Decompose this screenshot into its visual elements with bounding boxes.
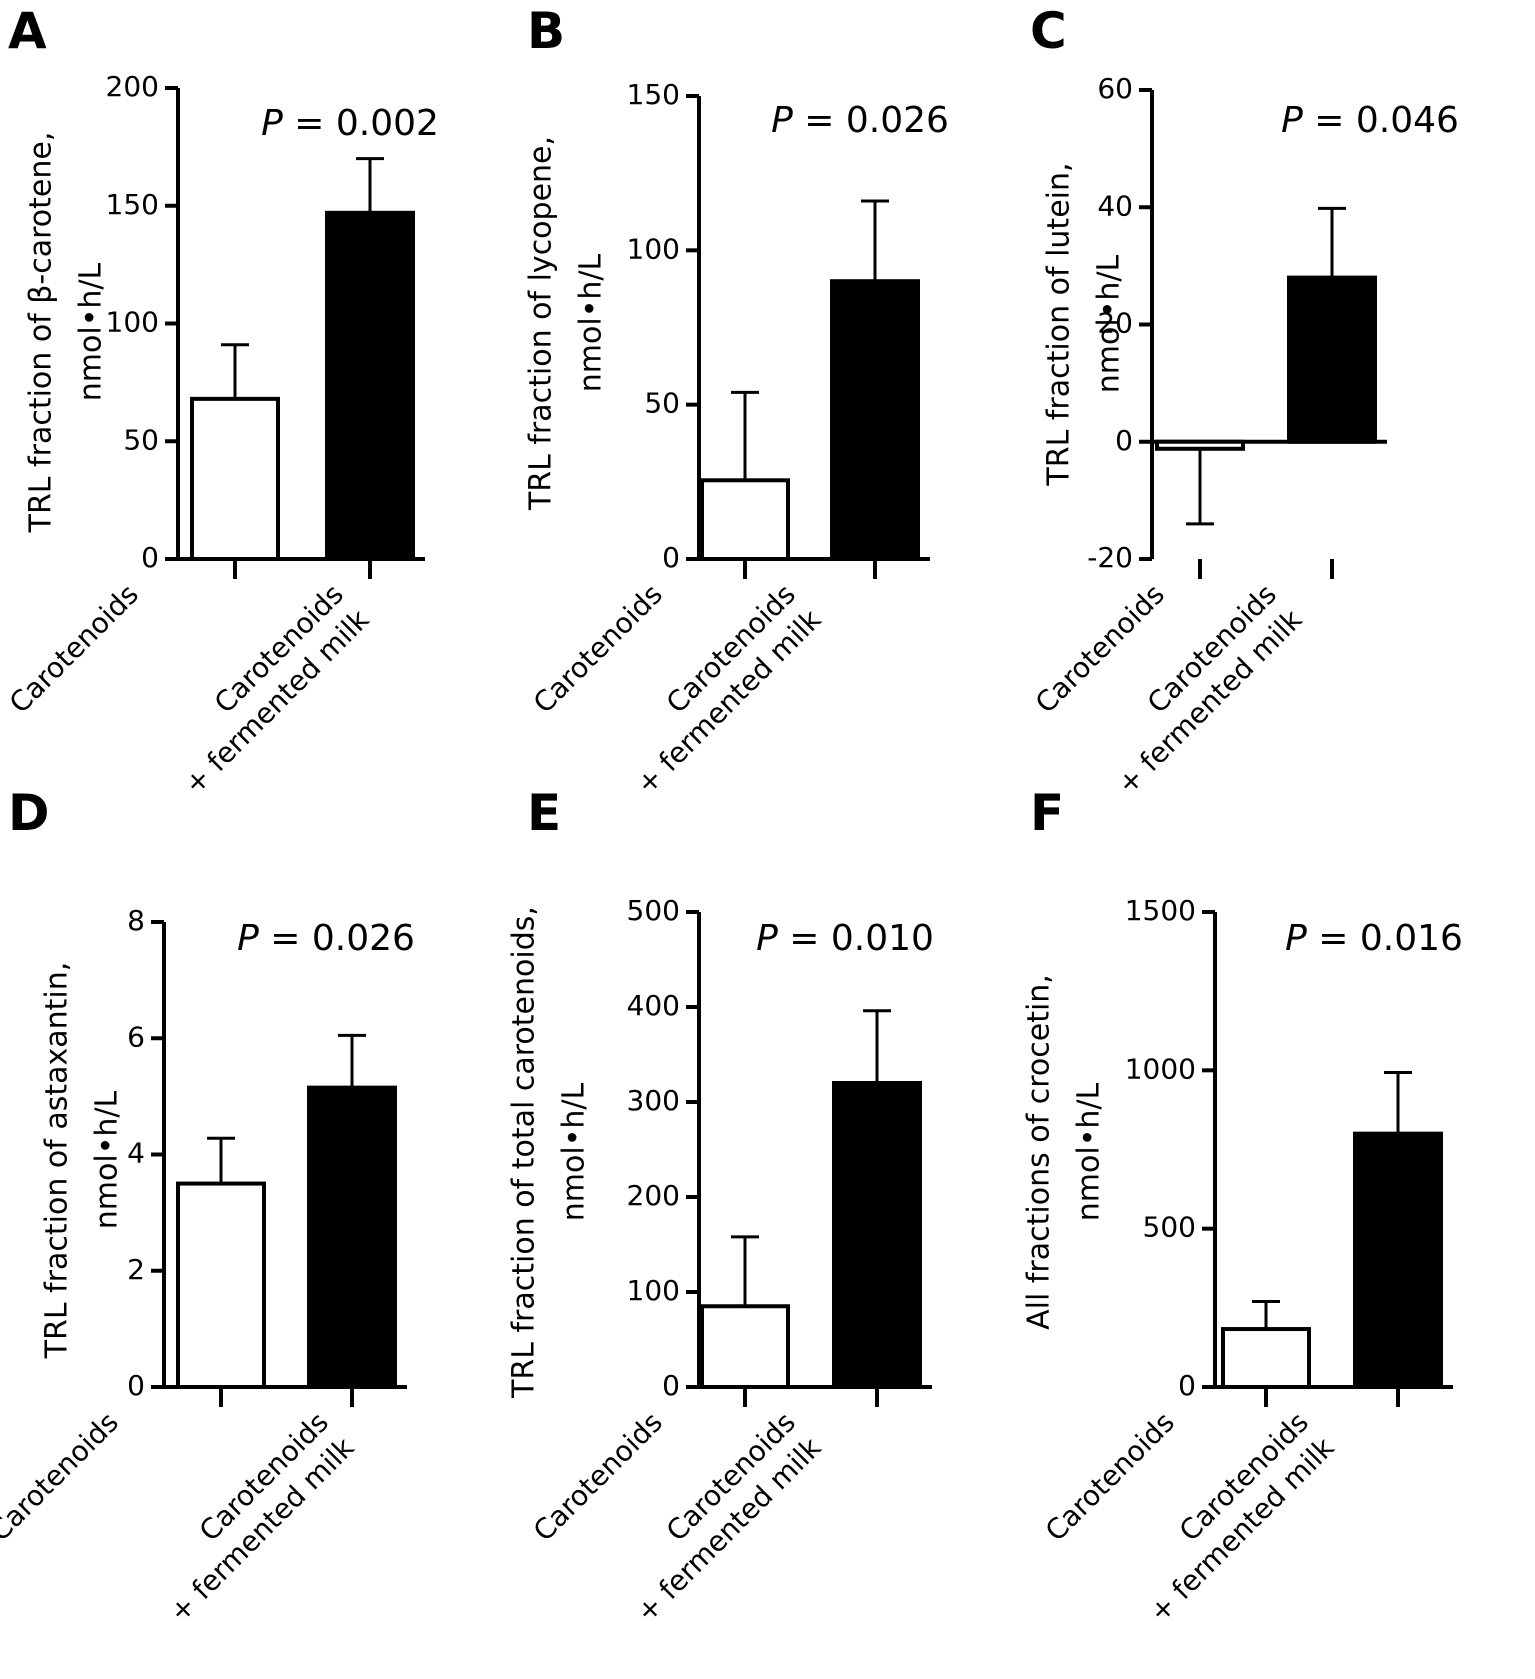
y-tick-label: -20 xyxy=(1087,541,1133,574)
panel-letter: E xyxy=(527,784,561,842)
p-value: = 0.026 xyxy=(270,918,415,959)
panel-letter: F xyxy=(1030,784,1064,842)
category-label-line: Carotenoids xyxy=(3,578,145,720)
y-tick-label: 6 xyxy=(127,1020,145,1053)
y-tick-label: 4 xyxy=(127,1137,145,1170)
y-tick-label: 0 xyxy=(127,1369,145,1402)
y-axis-unit: nmol•h/L xyxy=(90,1090,125,1229)
y-tick-label: 0 xyxy=(141,541,159,574)
y-tick-label: 200 xyxy=(106,70,159,103)
p-value-annotation: P = 0.026 xyxy=(771,100,949,141)
y-axis-title: TRL fraction of total carotenoids, xyxy=(507,906,542,1399)
x-category-label: Carotenoids xyxy=(1039,1406,1181,1548)
panel-a: A TRL fraction of β-carotene, nmol•h/L P = … xyxy=(3,2,439,801)
p-value: = 0.046 xyxy=(1314,100,1459,141)
y-tick-label: 0 xyxy=(662,1369,680,1402)
y-tick-label: 60 xyxy=(1097,72,1133,105)
panel-letter: D xyxy=(8,784,50,842)
y-tick-label: 150 xyxy=(106,188,159,221)
category-label-line: Carotenoids xyxy=(0,1406,125,1548)
y-tick-label: 100 xyxy=(106,306,159,339)
p-symbol: P xyxy=(1285,918,1318,959)
panel-c: C TRL fraction of lutein, nmol•h/L P = 0.04… xyxy=(1029,2,1459,801)
y-tick-label: 0 xyxy=(1178,1369,1196,1402)
p-value-annotation: P = 0.010 xyxy=(756,918,934,959)
x-category-label: Carotenoids xyxy=(3,578,145,720)
bar xyxy=(190,396,280,561)
y-axis-title: All fractions of crocetin, xyxy=(1022,974,1057,1330)
panel-letter: B xyxy=(527,2,565,60)
bar xyxy=(1287,275,1377,444)
bar xyxy=(1221,1327,1311,1390)
p-value-annotation: P = 0.046 xyxy=(1281,100,1459,141)
bar xyxy=(830,279,920,561)
y-tick-label: 300 xyxy=(627,1084,680,1117)
bar xyxy=(1353,1131,1443,1389)
y-axis-title: TRL fraction of astaxantin, xyxy=(40,962,75,1360)
y-tick-label: 8 xyxy=(127,904,145,937)
bar xyxy=(307,1085,397,1389)
bar xyxy=(832,1081,922,1389)
y-tick-label: 40 xyxy=(1097,189,1133,222)
p-symbol: P xyxy=(261,103,294,144)
p-symbol: P xyxy=(771,100,804,141)
y-axis-unit: nmol•h/L xyxy=(557,1082,592,1221)
y-axis-unit: nmol•h/L xyxy=(74,262,109,401)
bar xyxy=(1155,439,1245,451)
p-symbol: P xyxy=(1281,100,1314,141)
p-value-annotation: P = 0.016 xyxy=(1285,918,1463,959)
x-category-label: Carotenoids xyxy=(527,578,669,720)
y-axis-title: TRL fraction of lycopene, xyxy=(524,136,559,511)
p-value: = 0.002 xyxy=(294,103,439,144)
bar xyxy=(700,478,790,562)
y-tick-label: 400 xyxy=(627,989,680,1022)
x-category-label: Carotenoids+ fermented milk xyxy=(137,1405,361,1629)
panel-b: B TRL fraction of lycopene, nmol•h/L P = 0.… xyxy=(524,2,949,801)
bar xyxy=(176,1181,266,1389)
y-tick-label: 0 xyxy=(662,541,680,574)
x-category-label: Carotenoids+ fermented milk xyxy=(152,577,376,801)
category-label-line: Carotenoids xyxy=(527,1406,669,1548)
y-tick-label: 100 xyxy=(627,232,680,265)
panel-letter: A xyxy=(8,2,47,60)
y-axis-title: TRL fraction of β-carotene, xyxy=(24,132,59,534)
y-tick-label: 500 xyxy=(627,894,680,927)
y-tick-label: 500 xyxy=(1143,1211,1196,1244)
p-value: = 0.010 xyxy=(789,918,934,959)
category-label-line: Carotenoids xyxy=(1039,1406,1181,1548)
panel-f: F All fractions of crocetin, nmol•h/L P = 0… xyxy=(1022,784,1463,1629)
y-axis-unit: nmol•h/L xyxy=(1092,254,1127,393)
p-value: = 0.016 xyxy=(1318,918,1463,959)
p-value-annotation: P = 0.002 xyxy=(261,103,439,144)
p-symbol: P xyxy=(237,918,270,959)
p-value: = 0.026 xyxy=(804,100,949,141)
y-tick-label: 20 xyxy=(1097,307,1133,340)
y-axis-unit: nmol•h/L xyxy=(1072,1082,1107,1221)
bar xyxy=(325,210,415,561)
panel-e: E TRL fraction of total carotenoids, nmol•… xyxy=(507,784,934,1629)
category-label-line: Carotenoids xyxy=(527,578,669,720)
y-tick-label: 0 xyxy=(1115,424,1133,457)
y-axis-unit: nmol•h/L xyxy=(574,253,609,392)
y-tick-label: 50 xyxy=(644,387,680,420)
y-tick-label: 50 xyxy=(123,423,159,456)
y-tick-label: 2 xyxy=(127,1253,145,1286)
y-tick-label: 150 xyxy=(627,78,680,111)
p-value-annotation: P = 0.026 xyxy=(237,918,415,959)
y-tick-label: 200 xyxy=(627,1179,680,1212)
y-tick-label: 1500 xyxy=(1125,894,1196,927)
x-category-label: Carotenoids xyxy=(527,1406,669,1548)
panel-d: D TRL fraction of astaxantin, nmol•h/L P = … xyxy=(0,784,415,1629)
y-tick-label: 1000 xyxy=(1125,1052,1196,1085)
bar xyxy=(700,1304,790,1389)
panel-letter: C xyxy=(1030,2,1067,60)
p-symbol: P xyxy=(756,918,789,959)
y-axis-title: TRL fraction of lutein, xyxy=(1042,162,1077,486)
y-tick-label: 100 xyxy=(627,1274,680,1307)
x-category-label: Carotenoids xyxy=(0,1406,125,1548)
